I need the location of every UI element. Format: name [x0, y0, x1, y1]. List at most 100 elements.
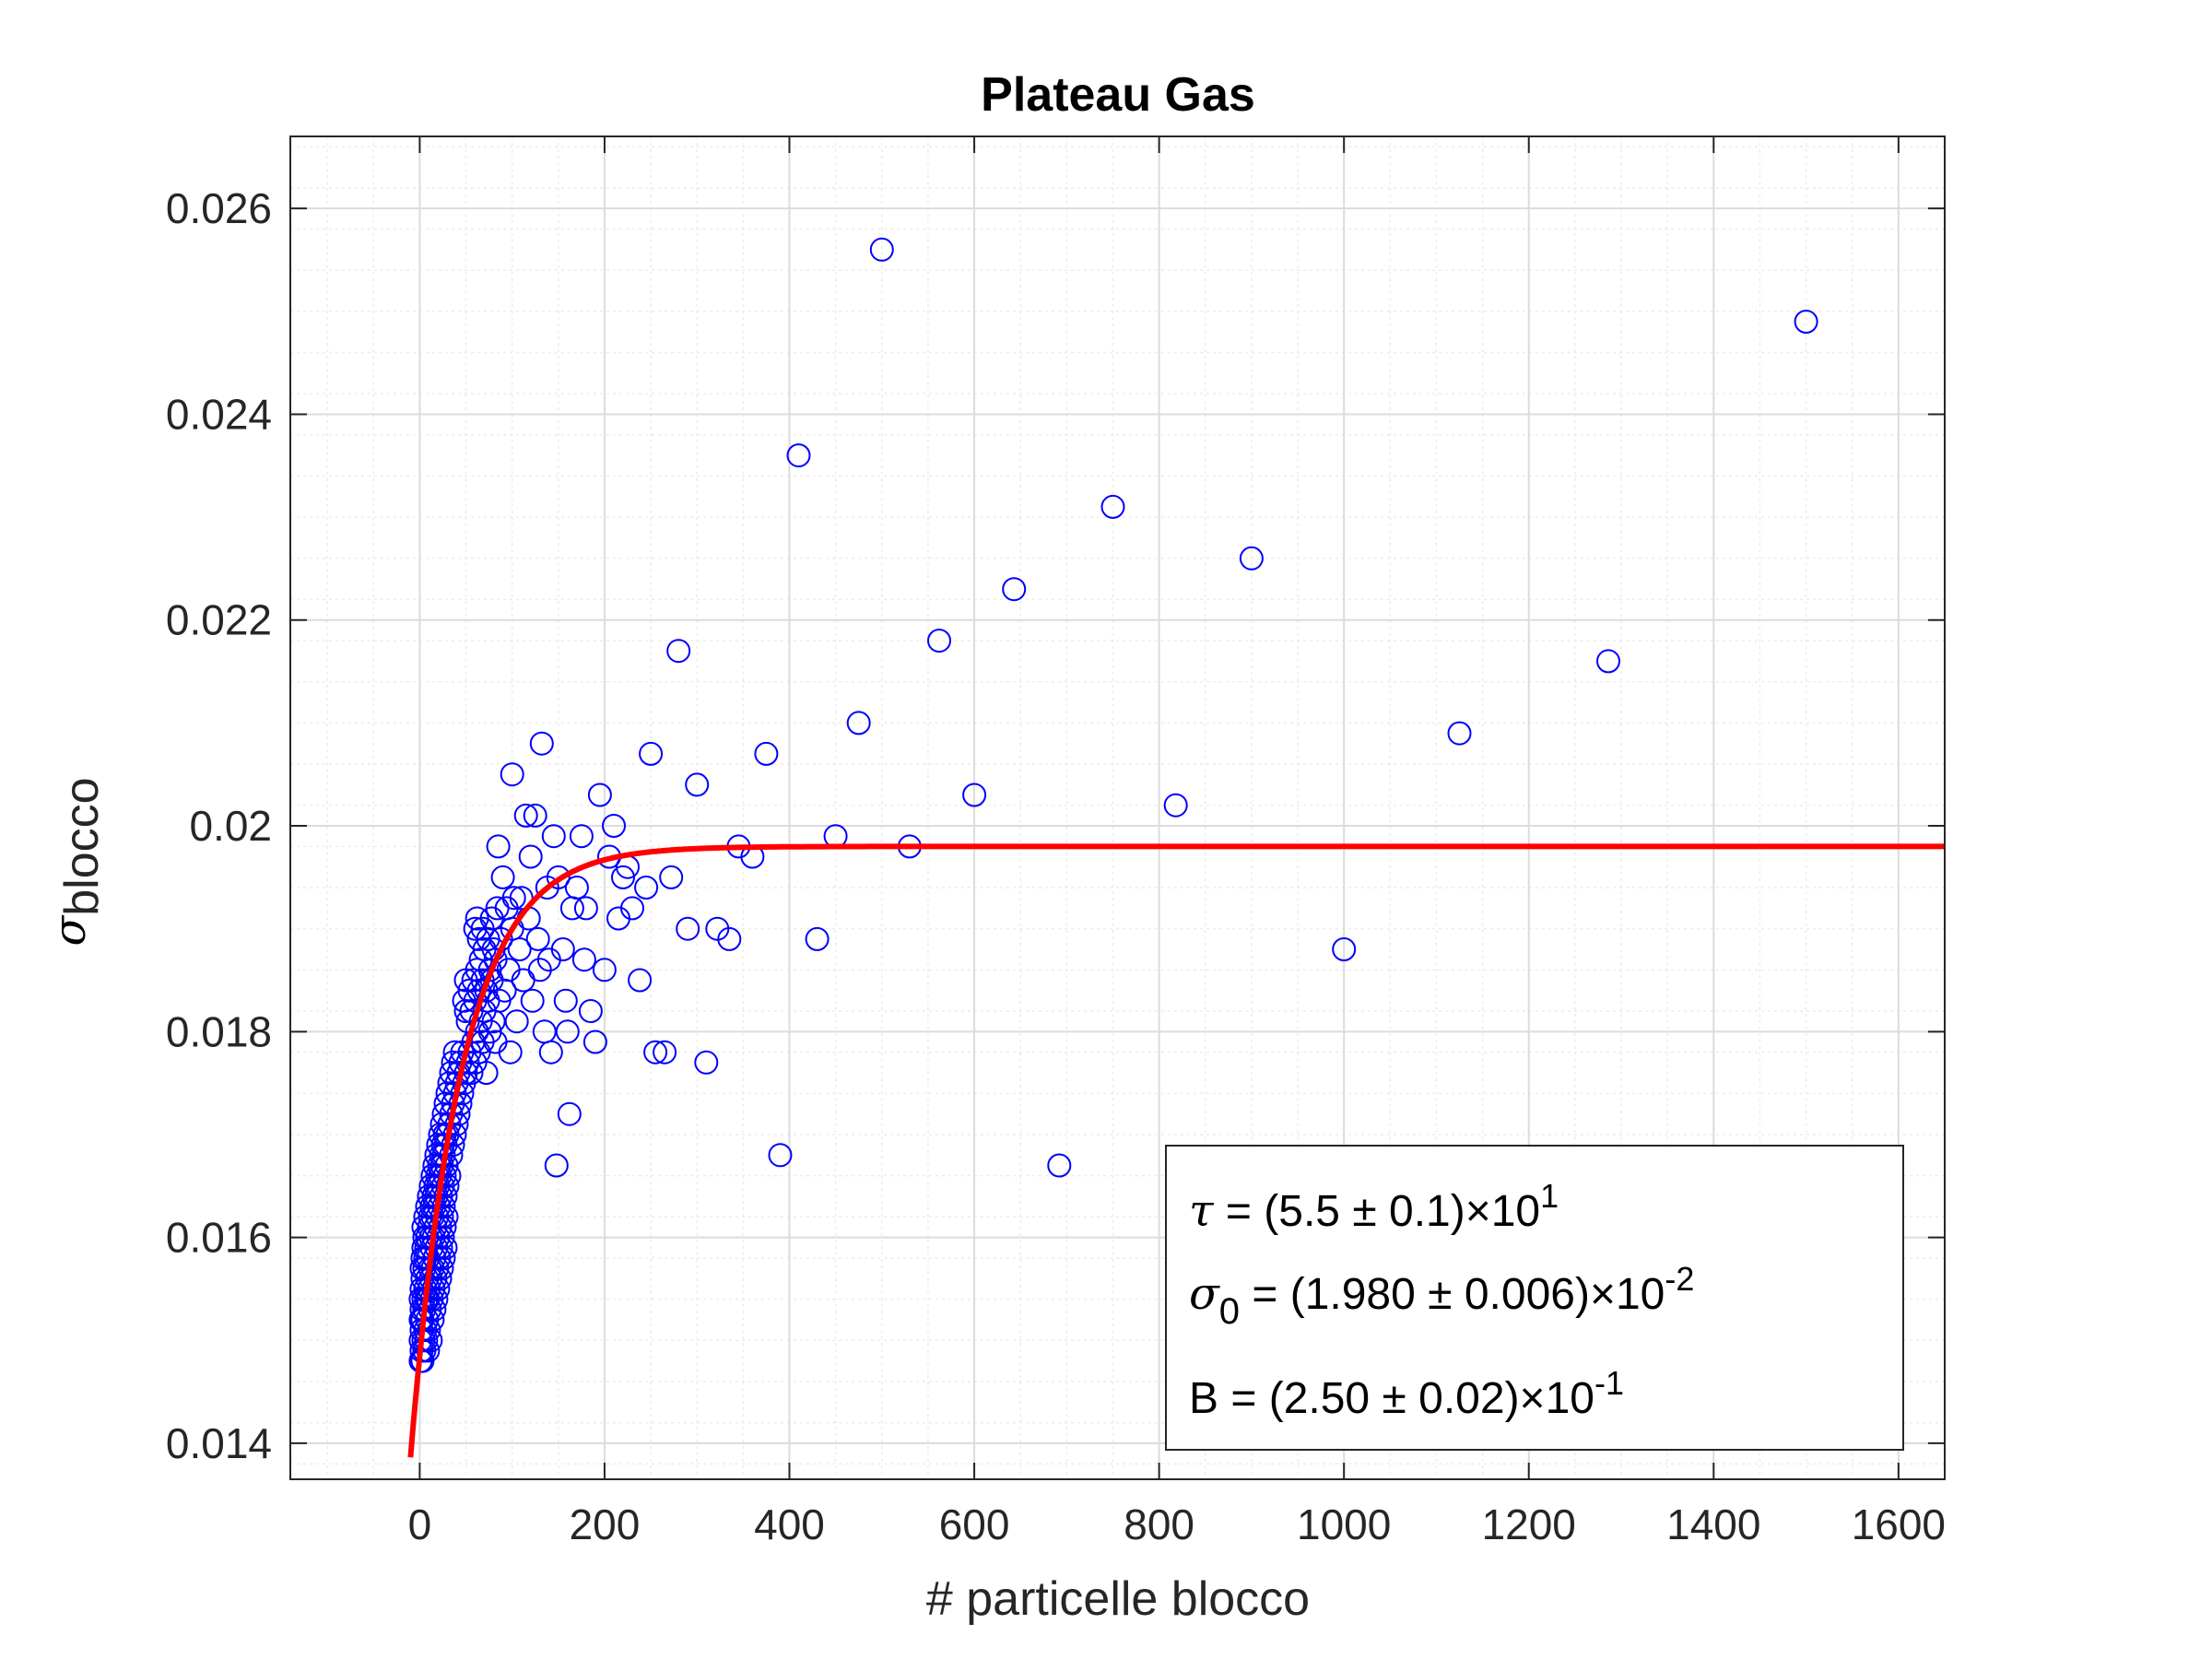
legend-sigma0-exponent: -2 [1665, 1260, 1694, 1298]
data-point [869, 237, 894, 262]
legend-sigma0: σ0 = (1.980 ± 0.006)×10-2 [1189, 1260, 1694, 1332]
data-point [639, 741, 664, 766]
data-point [557, 1101, 582, 1126]
x-tick-label: 0 [408, 1500, 432, 1548]
x-tick-label: 400 [754, 1500, 825, 1548]
legend-sigma0-subscript: 0 [1219, 1291, 1240, 1332]
fit-curve [407, 843, 1945, 1458]
data-point [694, 1050, 719, 1075]
data-point [513, 803, 538, 828]
data-point [620, 896, 644, 921]
data-point [474, 1061, 499, 1085]
y-tick-label: 0.022 [166, 596, 272, 644]
data-point [555, 1019, 580, 1044]
data-point [1239, 546, 1264, 571]
data-point [546, 865, 571, 889]
data-point [490, 865, 515, 889]
x-tick-label: 600 [939, 1500, 1010, 1548]
x-tick-label: 1400 [1666, 1500, 1760, 1548]
data-point [643, 1040, 668, 1065]
tick-marks [290, 136, 1945, 1479]
data-point [927, 629, 951, 653]
data-point [523, 803, 547, 828]
data-point [571, 947, 596, 972]
x-tick-label: 200 [570, 1500, 641, 1548]
data-point [569, 824, 594, 849]
axes-box [289, 135, 1946, 1480]
fit-parameters-legend: τ = (5.5 ± 0.1)×101 σ0 = (1.980 ± 0.006)… [1165, 1145, 1904, 1451]
y-axis-label: σblocco [44, 777, 109, 946]
data-point [685, 772, 710, 797]
data-point [544, 1153, 569, 1178]
data-point [666, 639, 691, 664]
data-point [1047, 1153, 1072, 1178]
y-axis-label-subscript: blocco [55, 777, 109, 915]
data-point [573, 896, 598, 921]
y-tick-label: 0.016 [166, 1214, 272, 1262]
data-point [564, 876, 589, 900]
data-point [582, 1030, 607, 1054]
data-point [486, 834, 511, 859]
data-point [550, 937, 575, 961]
legend-tau: τ = (5.5 ± 0.1)×101 [1189, 1177, 1559, 1237]
data-point [634, 876, 659, 900]
legend-box [1165, 1145, 1904, 1451]
y-tick-label: 0.024 [166, 390, 272, 438]
data-point [659, 865, 684, 889]
x-tick-label: 1000 [1297, 1500, 1391, 1548]
legend-sigma0-symbol: σ [1189, 1268, 1220, 1320]
data-point [846, 711, 871, 735]
data-point [507, 937, 532, 961]
data-point [786, 443, 811, 468]
data-point [1596, 649, 1620, 674]
data-point [416, 1338, 441, 1363]
legend-sigma0-text: = (1.980 ± 0.006)×10 [1240, 1270, 1665, 1319]
legend-tau-symbol: τ [1189, 1185, 1215, 1237]
y-tick-label: 0.018 [166, 1007, 272, 1055]
data-point [754, 741, 779, 766]
data-point [578, 999, 603, 1023]
data-point [541, 824, 566, 849]
data-point [520, 988, 545, 1013]
data-point [1447, 721, 1472, 746]
data-point [500, 762, 524, 787]
data-point [504, 1009, 529, 1034]
data-point [962, 782, 987, 807]
data-point [592, 958, 617, 982]
data-point [611, 865, 635, 889]
data-point [525, 926, 550, 951]
legend-B-exponent: -1 [1594, 1364, 1624, 1402]
chart-title: Plateau Gas [981, 68, 1255, 122]
data-point [717, 926, 742, 951]
x-tick-labels: 0 200 400 600 800 1000 1200 1400 1600 [408, 1500, 1946, 1548]
y-tick-label: 0.026 [166, 184, 272, 232]
legend-B: B = (2.50 ± 0.02)×10-1 [1189, 1364, 1624, 1423]
data-point [501, 886, 526, 911]
data-point [529, 731, 554, 756]
legend-tau-text: = (5.5 ± 0.1)×10 [1214, 1187, 1541, 1236]
x-axis-label: # particelle blocco [926, 1572, 1310, 1626]
y-tick-labels: 0.014 0.016 0.018 0.02 0.022 0.024 0.026 [166, 184, 272, 1467]
x-tick-label: 800 [1124, 1500, 1194, 1548]
data-point [435, 1173, 460, 1198]
data-point [1794, 310, 1818, 334]
data-point [653, 1040, 677, 1065]
data-point [1163, 793, 1188, 818]
data-point [628, 968, 653, 993]
data-point [538, 1040, 563, 1065]
data-point [1002, 577, 1027, 602]
data-point [518, 844, 543, 869]
data-points [408, 237, 1818, 1373]
legend-B-text: B = (2.50 ± 0.02)×10 [1189, 1374, 1594, 1423]
data-point [553, 988, 578, 1013]
data-point [805, 926, 830, 951]
data-point [1100, 494, 1125, 519]
data-point [768, 1143, 793, 1168]
x-tick-label: 1200 [1482, 1500, 1576, 1548]
legend-tau-exponent: 1 [1540, 1177, 1559, 1215]
y-axis-label-symbol: σ [44, 915, 96, 947]
x-tick-label: 1600 [1852, 1500, 1946, 1548]
y-tick-label: 0.02 [189, 802, 272, 850]
